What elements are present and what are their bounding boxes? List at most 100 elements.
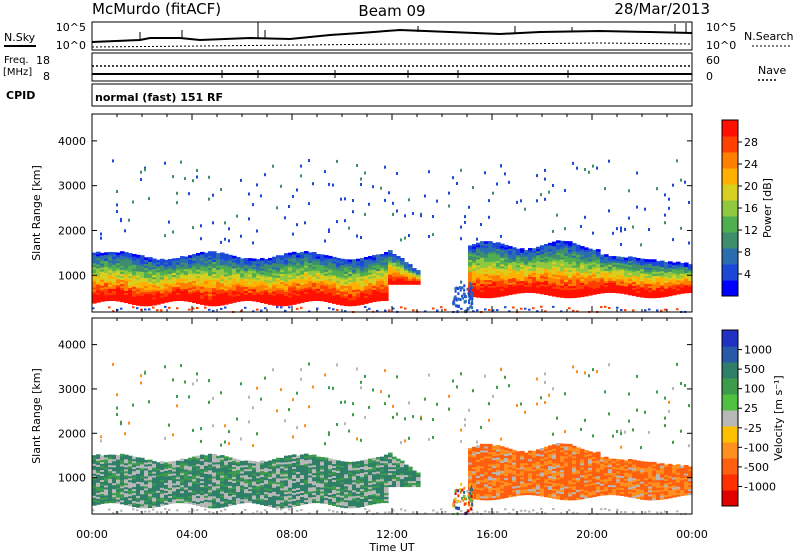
power-cell: [640, 276, 645, 280]
velocity-cell: [168, 475, 173, 479]
velocity-cell: [216, 487, 221, 491]
power-cell: [524, 268, 529, 271]
velocity-cell: [136, 489, 141, 492]
power-cell: [528, 248, 533, 251]
velocity-cell: [208, 499, 213, 503]
power-cell: [372, 257, 377, 260]
power-cell: [684, 274, 689, 278]
power-cell: [488, 269, 493, 272]
power-cell: [240, 310, 243, 313]
power-cell: [204, 254, 209, 258]
power-cell: [528, 308, 531, 311]
power-cell: [392, 212, 394, 216]
power-cell: [180, 268, 185, 271]
power-cell: [252, 298, 257, 302]
power-cell: [232, 288, 237, 291]
power-cell: [232, 259, 237, 263]
power-cell: [216, 263, 221, 266]
power-cell: [664, 266, 669, 269]
power-cell: [312, 278, 317, 281]
velocity-cell: [116, 475, 121, 478]
velocity-cell: [300, 464, 305, 468]
power-cell: [640, 264, 645, 268]
velocity-cell: [300, 484, 305, 487]
power-cell: [604, 305, 607, 308]
power-cell: [412, 268, 417, 271]
power-cell: [472, 186, 474, 189]
power-cell: [300, 274, 305, 277]
power-cell: [568, 261, 573, 264]
power-cell: [628, 278, 633, 282]
power-cell: [524, 282, 529, 285]
velocity-cell: [308, 500, 313, 504]
power-cell: [136, 272, 141, 276]
power-cell: [360, 302, 365, 305]
power-cell: [328, 290, 333, 293]
power-cell: [96, 255, 101, 259]
velocity-cell: [192, 470, 197, 474]
power-cell: [212, 271, 217, 275]
power-cell: [264, 173, 266, 177]
power-cell: [588, 268, 593, 272]
power-cell: [280, 279, 285, 283]
velocity-cell: [212, 459, 217, 463]
power-cell: [284, 275, 289, 278]
power-cell: [552, 184, 554, 187]
velocity-cell: [184, 465, 189, 468]
power-cell: [272, 274, 277, 278]
power-cell: [368, 272, 373, 275]
power-cell: [668, 291, 673, 295]
velocity-cell: [112, 476, 117, 480]
power-cell: [612, 262, 617, 265]
velocity-cell: [172, 476, 177, 480]
velocity-cell: [180, 480, 185, 484]
power-cell: [588, 254, 593, 258]
nsearch-tick-bottom: 10^0: [706, 39, 736, 52]
power-cell: [336, 296, 341, 299]
power-cell: [592, 270, 597, 273]
power-cell: [676, 265, 681, 269]
power-cell: [236, 285, 241, 288]
power-cell: [244, 286, 249, 289]
power-cell: [540, 281, 545, 285]
power-cell: [336, 272, 341, 275]
power-cell: [528, 280, 533, 283]
power-cell: [680, 273, 685, 276]
velocity-cell: [180, 484, 185, 488]
velocity-cell: [92, 509, 95, 512]
power-cell: [516, 270, 521, 274]
power-cell: [684, 282, 689, 286]
power-cell: [344, 310, 347, 313]
power-cell: [512, 279, 517, 283]
velocity-cell: [92, 503, 97, 506]
velocity-cell: [268, 474, 273, 477]
power-cell: [556, 270, 561, 274]
power-cell: [236, 214, 238, 218]
power-cell: [128, 291, 133, 294]
velocity-cell: [280, 505, 285, 509]
power-cell: [136, 270, 141, 274]
power-cell: [128, 285, 133, 288]
power-cell: [228, 260, 233, 264]
velocity-cell: [176, 474, 181, 478]
power-cell: [556, 242, 561, 245]
power-cell: [548, 279, 553, 282]
velocity-cell: [312, 454, 317, 458]
velocity-cell: [172, 500, 177, 504]
power-cell: [332, 308, 335, 311]
power-cell: [588, 262, 593, 266]
power-cell: [532, 278, 537, 282]
power-cell: [152, 300, 157, 304]
power-cell: [368, 258, 373, 261]
power-cell: [644, 265, 649, 268]
power-cell: [404, 236, 406, 240]
power-cell: [224, 298, 229, 301]
power-cell: [516, 280, 521, 284]
power-cell: [588, 282, 593, 286]
power-cell: [148, 308, 151, 311]
velocity-cell: [300, 486, 305, 489]
velocity-cell: [96, 478, 101, 481]
power-cell: [304, 291, 309, 294]
power-cell: [132, 302, 137, 305]
velocity-cell: [156, 488, 161, 491]
